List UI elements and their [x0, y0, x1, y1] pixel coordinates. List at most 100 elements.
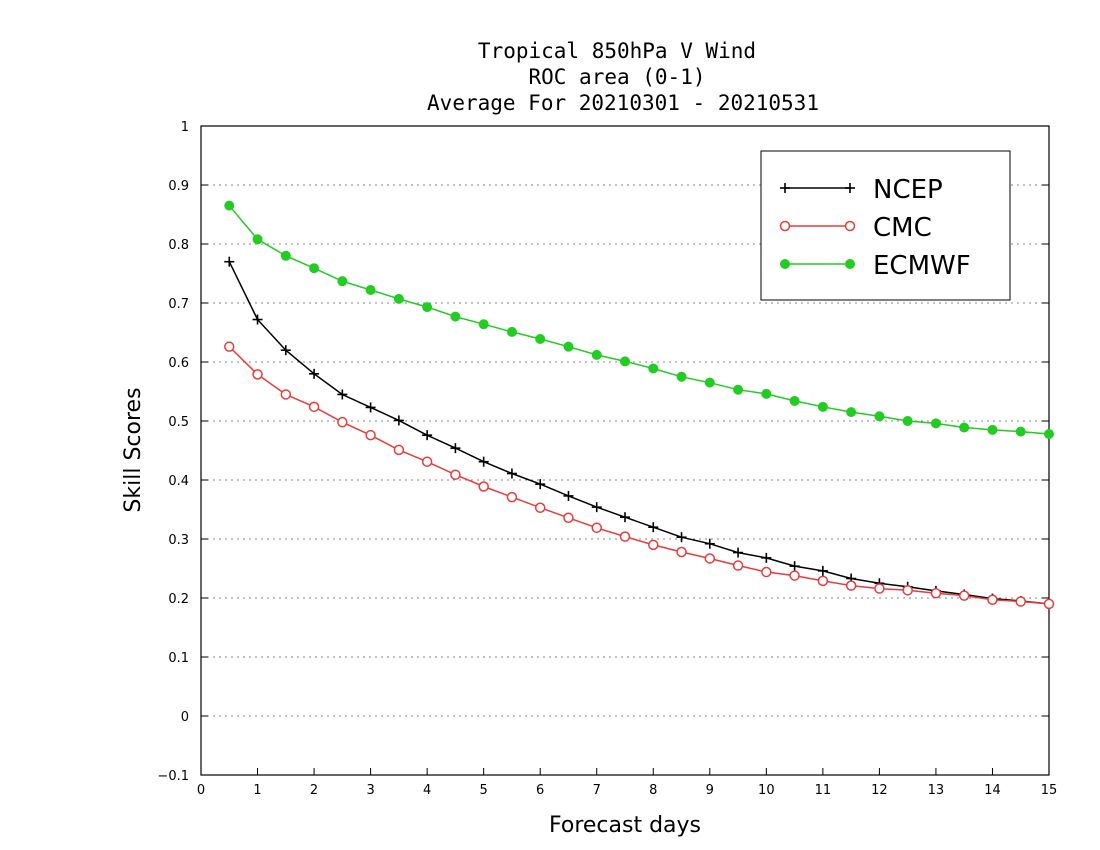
ecmwf-point [846, 407, 857, 418]
cmc-point [987, 594, 998, 606]
axis-ticks: −0.100.10.20.30.40.50.60.70.80.910 1 2 3 4 5 6… [157, 120, 1057, 798]
ecmwf-point [591, 349, 602, 360]
ecmwf-point [252, 234, 263, 245]
y-tick-label: 0.8 [168, 238, 189, 253]
x-tick-label: 7 [593, 783, 601, 798]
x-tick-label: 5 [480, 783, 488, 798]
cmc-point [958, 590, 970, 601]
cmc-point [704, 553, 716, 564]
cmc-point [648, 539, 659, 551]
ncep-point [704, 538, 715, 549]
cmc-point [789, 570, 800, 581]
y-tick-label: 0.1 [168, 651, 189, 666]
cmc-point [1043, 598, 1055, 610]
ncep-point [676, 532, 687, 543]
ecmwf-point [393, 293, 404, 304]
title-line-3: Average For 20210301 - 20210531 [427, 91, 819, 115]
cmc-line [228, 346, 1050, 605]
plot-frame [200, 125, 1050, 776]
ecmwf-point [789, 395, 800, 406]
ncep-point [591, 502, 602, 513]
y-axis-title: Skill Scores [121, 387, 146, 512]
cmc-point [563, 512, 574, 524]
ncep-point [450, 443, 461, 454]
ecmwf-point [337, 276, 348, 287]
ecmwf-point [422, 302, 433, 313]
cmc-point [393, 444, 405, 456]
x-tick-label: 6 [536, 783, 544, 798]
x-tick-label: 15 [1041, 783, 1058, 798]
ncep-point [280, 345, 291, 356]
ecmwf-point [535, 333, 546, 344]
cmc-point [337, 416, 348, 428]
legend-marker-ncep [845, 183, 855, 193]
series-ecmwf [224, 200, 1054, 439]
ncep-point [761, 552, 772, 563]
cmc-point [478, 481, 489, 492]
x-tick-label: 8 [649, 783, 657, 798]
legend-label-ecmwf: ECMWF [873, 251, 971, 281]
cmc-point [930, 588, 942, 599]
x-tick-label: 1 [253, 783, 261, 798]
y-tick-label: −0.1 [157, 769, 189, 784]
ncep-point [563, 490, 574, 501]
ncep-point [478, 456, 489, 467]
x-tick-label: 12 [871, 783, 888, 798]
x-tick-label: 11 [815, 783, 832, 798]
ecmwf-point [224, 200, 235, 211]
legend-label-ncep: NCEP [873, 175, 943, 205]
ecmwf-point [733, 384, 744, 395]
x-tick-label: 10 [758, 783, 775, 798]
ncep-point [733, 547, 744, 558]
ecmwf-point [959, 422, 970, 433]
cmc-point [365, 429, 376, 441]
ecmwf-point [704, 377, 715, 388]
cmc-point [506, 491, 518, 503]
ecmwf-point [1044, 428, 1054, 439]
ecmwf-point [902, 416, 913, 426]
series-cmc [224, 341, 1055, 610]
cmc-point [845, 580, 857, 591]
ncep-point [620, 512, 630, 523]
y-tick-label: 0.9 [168, 179, 189, 194]
y-tick-label: 0.6 [168, 356, 189, 371]
ecmwf-point [450, 311, 461, 322]
legend-item-ecmwf: ECMWF [780, 251, 971, 281]
y-tick-label: 0.2 [168, 592, 189, 607]
ecmwf-point [478, 319, 489, 330]
ncep-point [535, 479, 546, 490]
cmc-point [252, 369, 263, 380]
ncep-point [393, 415, 404, 426]
y-tick-label: 0.5 [168, 415, 189, 430]
cmc-point [902, 585, 913, 596]
ecmwf-point [987, 424, 998, 435]
ncep-point [365, 402, 376, 413]
ecmwf-point [817, 401, 828, 412]
legend-marker-cmc [779, 220, 791, 232]
cmc-point [732, 560, 744, 571]
legend-label-cmc: CMC [873, 213, 932, 243]
legend: NCEP CMC ECMWF [760, 150, 1011, 301]
ncep-point [337, 389, 348, 400]
series-ncep [224, 256, 1054, 609]
series-group [224, 200, 1055, 610]
y-tick-label: 0 [181, 710, 189, 725]
cmc-point [761, 566, 772, 578]
ecmwf-point [620, 356, 630, 367]
x-tick-label: 3 [366, 783, 374, 798]
legend-marker-ncep [780, 183, 790, 193]
cmc-point [1015, 596, 1026, 607]
cmc-point [534, 502, 546, 513]
cmc-point [450, 469, 461, 480]
x-tick-label: 13 [928, 783, 945, 798]
x-tick-label: 2 [310, 783, 318, 798]
ncep-point [422, 430, 433, 441]
legend-marker-ecmwf [845, 259, 855, 269]
x-tick-label: 14 [984, 783, 1001, 798]
y-tick-label: 0.4 [168, 474, 189, 489]
legend-item-ncep: NCEP [780, 175, 943, 205]
ecmwf-point [648, 363, 659, 374]
x-axis-title: Forecast days [549, 813, 701, 838]
ncep-point [789, 561, 800, 572]
